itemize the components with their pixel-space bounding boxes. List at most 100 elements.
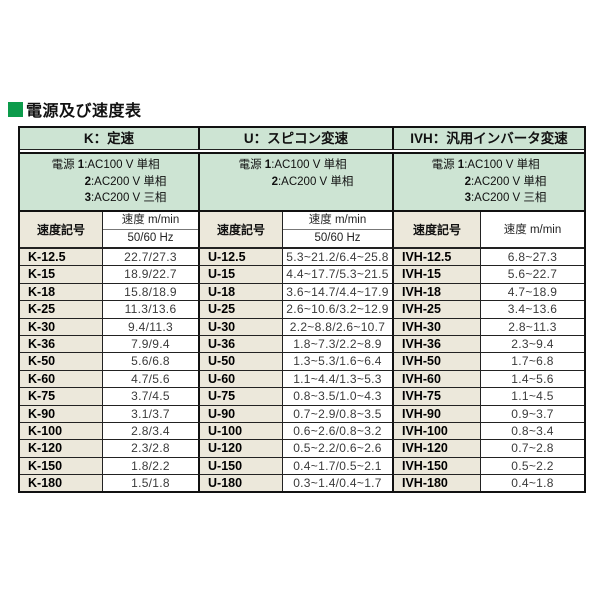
speed-value-cell: 0.7~2.9/0.8~3.5 — [282, 404, 392, 422]
speed-code-cell: IVH-75 — [392, 387, 480, 405]
speed-value-cell: 2.3~9.4 — [480, 334, 584, 353]
speed-code-cell: K-36 — [20, 334, 102, 353]
col-header-code-k: 速度記号 — [20, 212, 102, 248]
hz-label: 50/60 Hz — [127, 232, 174, 244]
speed-value-cell: 0.8~3.4 — [480, 421, 584, 440]
speed-value-cell: 2.8~11.3 — [480, 317, 584, 335]
speed-unit-label: 速度 m/min — [283, 212, 392, 230]
power-option-line: 2:AC200 V 単相 — [271, 175, 354, 188]
power-cell-u: 電源 1:AC100 V 単相 2:AC200 V 単相 — [198, 154, 392, 210]
speed-value-cell: 3.6~14.7/4.4~17.9 — [282, 282, 392, 301]
speed-code-cell: IVH-180 — [392, 474, 480, 492]
power-cell-ivh: 電源 1:AC100 V 単相 2:AC200 V 単相 3:AC200 V 三相 — [392, 154, 584, 210]
table-section-header-row: K：定速 U：スピコン変速 IVH：汎用インバータ変速 — [20, 128, 584, 150]
speed-code-cell: U-15 — [198, 265, 282, 283]
speed-value-cell: 11.3/13.6 — [102, 300, 198, 318]
speed-value-cell: 0.5~2.2 — [480, 456, 584, 475]
speed-code-cell: IVH-25 — [392, 300, 480, 318]
speed-value-cell: 5.6~22.7 — [480, 265, 584, 283]
speed-value-cell: 18.9/22.7 — [102, 265, 198, 283]
speed-value-cell: 2.3/2.8 — [102, 439, 198, 457]
speed-code-cell: U-50 — [198, 352, 282, 370]
speed-code-cell: K-100 — [20, 421, 102, 440]
speed-code-cell: U-120 — [198, 439, 282, 457]
power-option-line: 電源 1:AC100 V 単相 — [431, 159, 540, 171]
speed-value-cell: 3.7/4.5 — [102, 387, 198, 405]
speed-table-body: 速度記号 速度 m/min 50/60 Hz 速度記号 速度 m/min 50/… — [20, 212, 584, 492]
speed-value-cell: 0.7~2.8 — [480, 439, 584, 457]
speed-value-cell: 0.4~1.7/0.5~2.1 — [282, 456, 392, 475]
speed-code-cell: IVH-150 — [392, 456, 480, 475]
power-supply-row: 電源 1:AC100 V 単相 2:AC200 V 単相 3:AC200 V 三相 … — [20, 152, 584, 212]
speed-value-cell: 7.9/9.4 — [102, 334, 198, 353]
col-header-speed-ivh: 速度 m/min — [480, 212, 584, 248]
speed-code-cell: K-30 — [20, 317, 102, 335]
speed-code-cell: K-18 — [20, 282, 102, 301]
speed-value-cell: 0.8~3.5/1.0~4.3 — [282, 387, 392, 405]
speed-value-cell: 4.4~17.7/5.3~21.5 — [282, 265, 392, 283]
speed-value-cell: 15.8/18.9 — [102, 282, 198, 301]
power-option-line: 電源 1:AC100 V 単相 — [238, 159, 347, 171]
speed-value-cell: 0.5~2.2/0.6~2.6 — [282, 439, 392, 457]
speed-code-cell: U-25 — [198, 300, 282, 318]
col-header-code-ivh: 速度記号 — [392, 212, 480, 248]
speed-value-cell: 0.9~3.7 — [480, 404, 584, 422]
speed-value-cell: 1.4~5.6 — [480, 369, 584, 388]
speed-value-cell: 1.1~4.5 — [480, 387, 584, 405]
speed-code-cell: U-36 — [198, 334, 282, 353]
speed-value-cell: 5.3~21.2/6.4~25.8 — [282, 248, 392, 266]
header-ivh: IVH：汎用インバータ変速 — [392, 128, 584, 149]
speed-code-cell: K-12.5 — [20, 248, 102, 266]
speed-code-cell: K-50 — [20, 352, 102, 370]
header-u: U：スピコン変速 — [198, 128, 392, 149]
speed-value-cell: 1.5/1.8 — [102, 474, 198, 492]
col-header-speed-k: 速度 m/min 50/60 Hz — [102, 212, 198, 248]
header-k: K：定速 — [83, 131, 135, 146]
section-title: 電源及び速度表 — [8, 97, 142, 121]
speed-code-cell: U-30 — [198, 317, 282, 335]
power-option-line: 電源 1:AC100 V 単相 — [51, 159, 160, 171]
speed-code-cell: IVH-30 — [392, 317, 480, 335]
speed-code-cell: K-15 — [20, 265, 102, 283]
power-cell-k: 電源 1:AC100 V 単相 2:AC200 V 単相 3:AC200 V 三相 — [20, 154, 198, 210]
speed-code-cell: U-12.5 — [198, 248, 282, 266]
speed-value-cell: 1.8~7.3/2.2~8.9 — [282, 334, 392, 353]
speed-code-cell: IVH-90 — [392, 404, 480, 422]
speed-code-cell: K-90 — [20, 404, 102, 422]
speed-unit-label: 速度 m/min — [103, 212, 198, 230]
page-title: 電源及び速度表 — [26, 103, 142, 120]
col-header-code-u: 速度記号 — [198, 212, 282, 248]
col-header-speed-u: 速度 m/min 50/60 Hz — [282, 212, 392, 248]
speed-value-cell: 1.7~6.8 — [480, 352, 584, 370]
power-speed-table: K：定速 U：スピコン変速 IVH：汎用インバータ変速 電源 1:AC100 V… — [18, 126, 586, 494]
speed-code-cell: K-120 — [20, 439, 102, 457]
speed-code-cell: K-180 — [20, 474, 102, 492]
power-option-line: 3:AC200 V 三相 — [84, 192, 167, 204]
speed-value-cell: 0.3~1.4/0.4~1.7 — [282, 474, 392, 492]
speed-code-cell: IVH-36 — [392, 334, 480, 353]
speed-code-cell: IVH-18 — [392, 282, 480, 301]
speed-code-cell: U-90 — [198, 404, 282, 422]
speed-value-cell: 1.8/2.2 — [102, 456, 198, 475]
title-square-icon — [8, 101, 23, 117]
speed-code-cell: K-25 — [20, 300, 102, 318]
speed-value-cell: 6.8~27.3 — [480, 248, 584, 266]
speed-value-cell: 2.8/3.4 — [102, 421, 198, 440]
speed-code-cell: IVH-60 — [392, 369, 480, 388]
speed-code-cell: U-100 — [198, 421, 282, 440]
speed-value-cell: 2.2~8.8/2.6~10.7 — [282, 317, 392, 335]
speed-code-cell: U-180 — [198, 474, 282, 492]
speed-code-cell: U-18 — [198, 282, 282, 301]
speed-code-cell: U-150 — [198, 456, 282, 475]
speed-value-cell: 4.7/5.6 — [102, 369, 198, 388]
speed-code-cell: IVH-120 — [392, 439, 480, 457]
speed-value-cell: 9.4/11.3 — [102, 317, 198, 335]
speed-value-cell: 3.4~13.6 — [480, 300, 584, 318]
speed-value-cell: 3.1/3.7 — [102, 404, 198, 422]
speed-code-cell: IVH-50 — [392, 352, 480, 370]
header-divider-gap — [20, 150, 584, 152]
speed-value-cell: 22.7/27.3 — [102, 248, 198, 266]
speed-value-cell: 5.6/6.8 — [102, 352, 198, 370]
speed-value-cell: 0.6~2.6/0.8~3.2 — [282, 421, 392, 440]
